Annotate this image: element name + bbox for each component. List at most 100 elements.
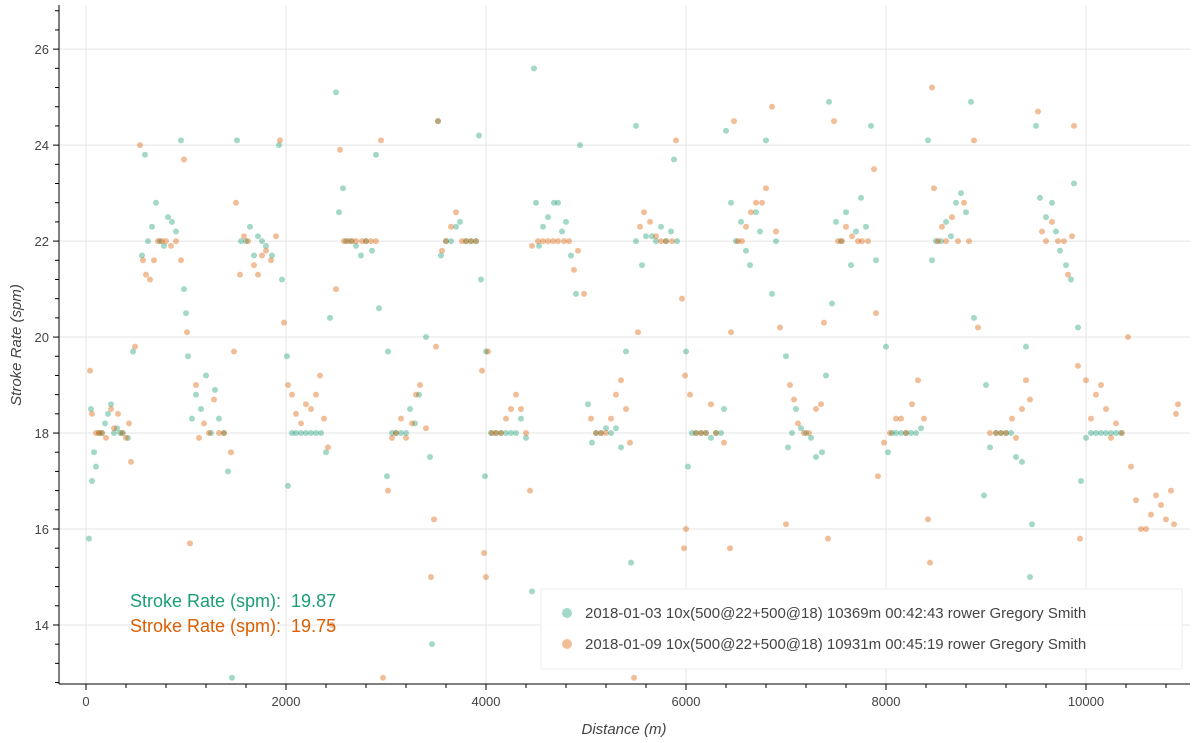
data-point-series-1: [221, 430, 227, 437]
data-point-series-1: [276, 142, 282, 149]
data-point-series-1: [613, 425, 619, 432]
legend-item-1[interactable]: 2018-01-03 10x(500@22+500@18) 10369m 00:…: [585, 605, 1086, 622]
data-point-series-1: [593, 430, 599, 437]
data-point-series-1: [412, 420, 418, 427]
annotation-label-2: Stroke Rate (spm):: [130, 616, 281, 636]
data-point-series-2: [929, 84, 935, 91]
data-point-series-2: [545, 238, 551, 245]
data-point-series-1: [889, 430, 895, 437]
data-point-series-1: [868, 122, 874, 129]
data-point-series-1: [829, 300, 835, 307]
data-point-series-1: [998, 430, 1004, 437]
data-point-series-2: [593, 430, 599, 437]
data-point-series-2: [631, 674, 637, 681]
data-point-series-2: [403, 434, 409, 441]
data-point-series-1: [808, 434, 814, 441]
data-point-series-1: [826, 98, 832, 105]
data-point-series-1: [685, 463, 691, 470]
data-point-series-2: [423, 425, 429, 432]
data-point-series-1: [165, 214, 171, 221]
data-point-series-1: [212, 386, 218, 393]
x-tick-label: 8000: [872, 694, 901, 709]
data-point-series-1: [1033, 122, 1039, 129]
data-point-series-2: [128, 458, 134, 465]
data-point-series-2: [513, 391, 519, 398]
data-point-series-2: [132, 343, 138, 350]
data-point-series-2: [255, 271, 261, 278]
data-point-series-1: [885, 449, 891, 456]
data-point-series-1: [1013, 454, 1019, 461]
data-point-series-2: [435, 118, 441, 125]
data-point-series-2: [93, 430, 99, 437]
data-point-series-2: [448, 223, 454, 230]
data-point-series-2: [753, 199, 759, 206]
data-point-series-1: [216, 415, 222, 422]
data-point-series-1: [398, 430, 404, 437]
data-point-series-2: [333, 286, 339, 293]
data-point-series-1: [181, 286, 187, 293]
data-point-series-1: [783, 353, 789, 360]
y-tick-label: 24: [35, 138, 49, 153]
data-point-series-2: [571, 266, 577, 273]
data-point-series-1: [1008, 430, 1014, 437]
data-point-series-2: [115, 410, 121, 417]
legend-item-2[interactable]: 2018-01-09 10x(500@22+500@18) 10931m 00:…: [585, 636, 1086, 653]
data-point-series-2: [1133, 497, 1139, 504]
data-point-series-2: [998, 430, 1004, 437]
data-point-series-2: [1027, 396, 1033, 403]
data-point-series-1: [193, 391, 199, 398]
data-point-series-2: [413, 391, 419, 398]
data-point-series-1: [753, 209, 759, 216]
data-point-series-2: [1055, 238, 1061, 245]
data-point-series-2: [835, 238, 841, 245]
data-point-series-1: [577, 142, 583, 149]
data-point-series-2: [308, 406, 314, 413]
data-point-series-1: [102, 420, 108, 427]
data-point-series-1: [1023, 343, 1029, 350]
data-point-series-2: [1071, 122, 1077, 129]
data-point-series-2: [975, 324, 981, 331]
data-point-series-2: [987, 430, 993, 437]
data-point-series-2: [431, 516, 437, 523]
data-point-series-1: [91, 449, 97, 456]
data-point-series-2: [669, 238, 675, 245]
data-point-series-2: [527, 487, 533, 494]
data-point-series-2: [163, 238, 169, 245]
x-tick-label: 6000: [672, 694, 701, 709]
y-tick-label: 18: [35, 426, 49, 441]
data-point-series-2: [143, 271, 149, 278]
data-point-series-1: [493, 430, 499, 437]
data-point-series-1: [971, 314, 977, 321]
data-point-series-1: [1068, 276, 1074, 283]
data-point-series-1: [603, 425, 609, 432]
data-point-series-1: [893, 430, 899, 437]
data-point-series-2: [1039, 228, 1045, 235]
data-point-series-1: [1118, 430, 1124, 437]
data-point-series-1: [733, 238, 739, 245]
data-point-series-2: [1083, 377, 1089, 384]
data-point-series-1: [898, 430, 904, 437]
data-point-series-1: [363, 238, 369, 245]
legend-marker-2: [562, 639, 572, 649]
data-point-series-1: [1103, 430, 1109, 437]
data-point-series-2: [1138, 526, 1144, 533]
data-point-series-1: [1071, 180, 1077, 187]
legend[interactable]: 2018-01-03 10x(500@22+500@18) 10369m 00:…: [540, 588, 1183, 670]
data-point-series-2: [126, 420, 132, 427]
data-point-series-2: [1168, 487, 1174, 494]
data-point-series-1: [108, 401, 114, 408]
data-point-series-2: [231, 348, 237, 355]
svg-text:Stroke Rate (spm):19.75: Stroke Rate (spm): 19.75: [130, 616, 336, 636]
data-point-series-1: [353, 242, 359, 249]
data-point-series-1: [482, 473, 488, 480]
data-point-series-2: [463, 238, 469, 245]
data-point-series-1: [918, 425, 924, 432]
data-point-series-2: [763, 185, 769, 192]
data-point-series-1: [518, 415, 524, 422]
data-point-series-1: [125, 434, 131, 441]
data-point-series-1: [671, 156, 677, 163]
data-point-series-2: [508, 406, 514, 413]
data-point-series-2: [855, 238, 861, 245]
data-point-series-2: [893, 415, 899, 422]
axes: 14 16 18 20 22 24 26 0 2000 4000 6000 8000 10000: [35, 5, 1190, 709]
